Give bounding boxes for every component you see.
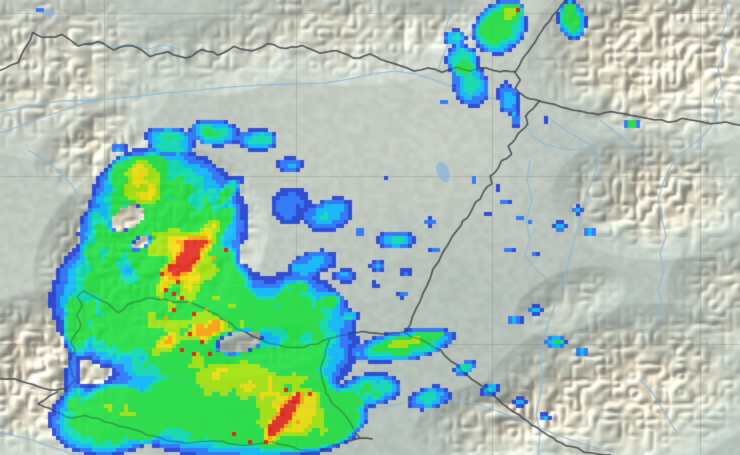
weather-radar-map	[0, 0, 740, 455]
radar-canvas	[0, 0, 740, 455]
